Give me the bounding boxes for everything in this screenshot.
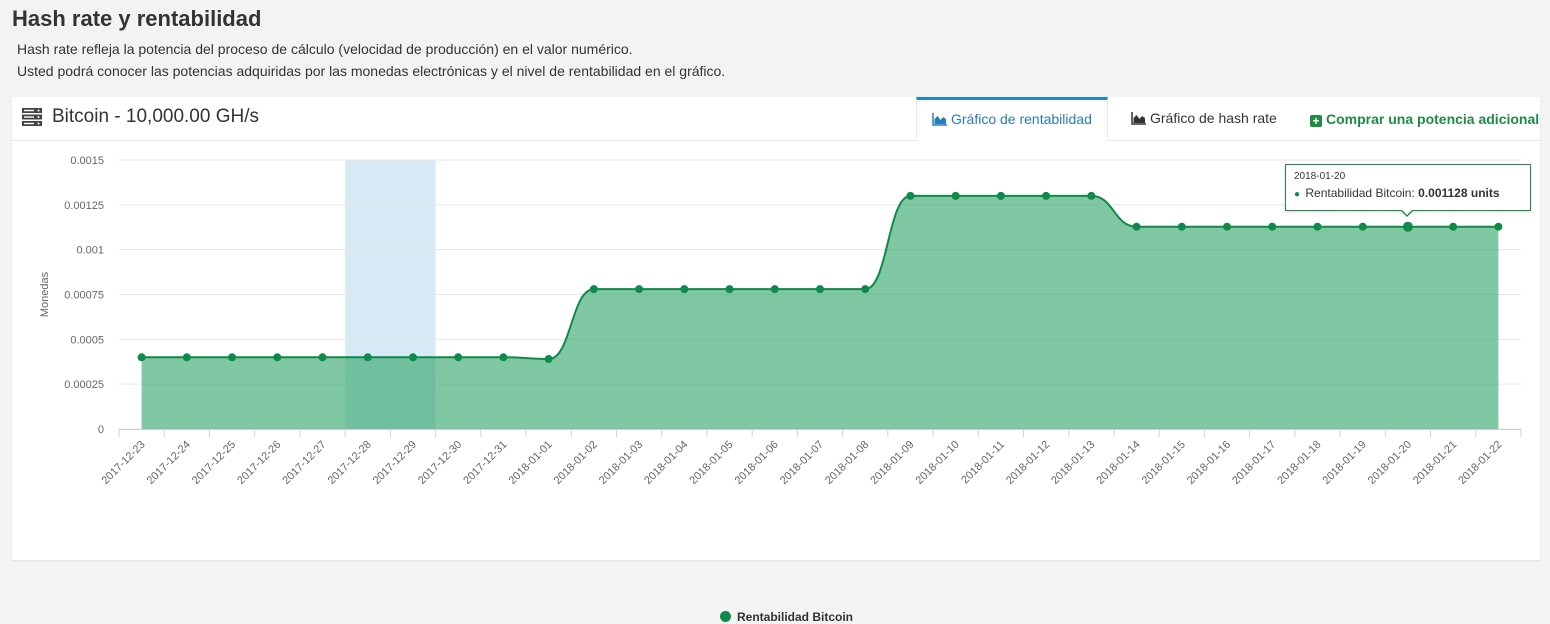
x-tick-label: 2018-01-20 [1366,439,1414,487]
data-point [725,285,734,294]
x-tick-label: 2018-01-13 [1049,439,1097,487]
tooltip-date: 2018-01-20 [1294,171,1346,182]
x-tick-label: 2017-12-31 [461,439,509,487]
x-tick-label: 2018-01-09 [868,439,916,487]
data-point [137,353,146,362]
buy-additional-power-button[interactable]: + Comprar una potencia adicional [1310,97,1539,140]
data-point [1358,222,1367,231]
data-point [228,353,237,362]
y-axis-label: Monedas [39,271,51,317]
x-tick-label: 2017-12-26 [235,439,283,487]
data-point [906,191,915,200]
y-tick-label: 0.001 [76,245,104,257]
y-tick-label: 0.00075 [64,290,104,302]
plus-square-icon: + [1310,115,1322,127]
chart-legend[interactable]: Rentabilidad Bitcoin [720,610,853,624]
data-point [996,191,1005,200]
series-area [141,195,1499,429]
y-tick-label: 0.00025 [64,379,104,391]
x-tick-label: 2018-01-07 [778,439,826,487]
data-point [861,285,870,294]
data-point [318,353,327,362]
area-chart-icon [1131,112,1146,125]
data-point [1042,191,1051,200]
x-tick-label: 2018-01-14 [1094,439,1142,487]
data-point [454,353,463,362]
x-tick-label: 2018-01-06 [733,439,781,487]
tooltip-row: ● Rentabilidad Bitcoin: 0.001128 units [1294,186,1522,200]
tab-label: Gráfico de rentabilidad [951,111,1092,127]
data-point [273,353,282,362]
legend-marker [720,611,731,622]
legend-label: Rentabilidad Bitcoin [737,610,854,624]
data-point [1449,222,1458,231]
x-tick-label: 2018-01-04 [642,439,690,487]
tab-label: Gráfico de hash rate [1150,110,1277,126]
x-tick-label: 2018-01-05 [687,439,735,487]
x-tick-label: 2018-01-02 [552,439,600,487]
x-tick-label: 2018-01-03 [597,439,645,487]
data-point [499,353,508,362]
data-point [408,353,417,362]
x-tick-label: 2017-12-29 [371,439,419,487]
data-point [951,191,960,200]
data-point [182,353,191,362]
buy-label: Comprar una potencia adicional [1326,111,1540,127]
data-point [363,353,372,362]
page-description-line2: Usted podrá conocer las potencias adquir… [17,63,726,79]
y-tick-label: 0.0015 [70,155,104,167]
page-title: Hash rate y rentabilidad [12,6,262,31]
y-tick-label: 0.00125 [64,200,104,212]
data-point [680,285,689,294]
x-tick-label: 2018-01-16 [1185,439,1233,487]
x-tick-label: 2018-01-10 [914,439,962,487]
x-tick-label: 2018-01-15 [1140,439,1188,487]
profitability-chart: 0 0.00025 0.0005 0.00075 0.001 0.00125 0.0015 M… [39,155,1522,487]
data-point [1313,222,1322,231]
area-chart-icon [932,113,947,126]
x-tick-label: 2018-01-22 [1456,439,1504,487]
tooltip-value: 0.001128 units [1418,186,1500,200]
server-icon [22,108,42,126]
tab-profitability-chart[interactable]: Gráfico de rentabilidad [916,97,1108,141]
data-point [544,355,553,364]
data-point [1087,191,1096,200]
chart-tooltip: 2018-01-20 ● Rentabilidad Bitcoin: 0.001… [1285,164,1531,217]
x-tick-label: 2018-01-17 [1230,439,1278,487]
data-point [1494,222,1503,231]
x-tick-label: 2018-01-01 [506,439,554,487]
x-tick-label: 2017-12-30 [416,439,464,487]
page-description-line1: Hash rate refleja la potencia del proces… [17,41,633,57]
data-point [816,285,824,294]
y-tick-label: 0 [98,424,104,436]
card-title: Bitcoin - 10,000.00 GH/s [52,106,259,127]
x-tick-label: 2018-01-19 [1321,439,1369,487]
data-point [589,285,598,294]
x-tick-label: 2017-12-23 [99,439,147,487]
data-point [1268,222,1277,231]
x-tick-label: 2018-01-21 [1411,439,1459,487]
x-tick-label: 2018-01-12 [1004,439,1052,487]
x-tick-label: 2018-01-18 [1275,439,1323,487]
tooltip-series-marker: ● [1294,189,1301,200]
x-tick-label: 2017-12-27 [280,439,328,487]
x-tick-label: 2017-12-28 [326,439,374,487]
x-tick-label: 2017-12-24 [145,439,193,487]
data-point [770,285,779,294]
card-header: Bitcoin - 10,000.00 GH/s Gráfico de rent… [12,97,1540,141]
data-point [635,285,644,294]
data-point [1132,222,1141,231]
x-tick-label: 2018-01-08 [823,439,871,487]
x-tick-label: 2017-12-25 [190,439,238,487]
data-point [1223,222,1232,231]
tooltip-series-label: Rentabilidad Bitcoin: [1305,186,1415,200]
x-tick-label: 2018-01-11 [959,439,1007,487]
tab-hashrate-chart[interactable]: Gráfico de hash rate [1116,97,1292,140]
data-point [1177,222,1186,231]
y-tick-label: 0.0005 [70,334,104,346]
data-point [1402,221,1413,232]
